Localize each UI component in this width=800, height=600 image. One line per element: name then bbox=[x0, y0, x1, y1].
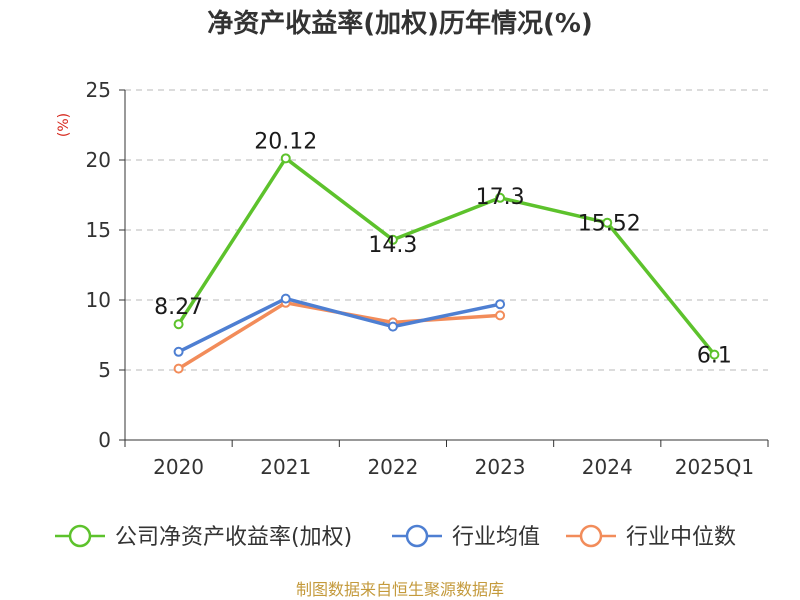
series-line bbox=[177, 156, 716, 356]
axes: 0 5 10 15 20 25 2020 2021 2022 2023 2024 2025Q1 bbox=[86, 78, 769, 479]
legend-marker[interactable] bbox=[579, 524, 603, 548]
data-label: 8.27 bbox=[154, 295, 203, 320]
legend-marker[interactable] bbox=[68, 524, 92, 548]
y-tick-label: 5 bbox=[98, 358, 111, 382]
data-point bbox=[387, 321, 398, 332]
data-point bbox=[495, 299, 506, 310]
series-line bbox=[177, 296, 501, 354]
data-label: 14.3 bbox=[368, 233, 417, 258]
chart-title: 净资产收益率(加权)历年情况(%) bbox=[207, 8, 593, 39]
data-point bbox=[387, 234, 398, 245]
y-tick-label: 15 bbox=[86, 218, 111, 242]
grid-lines bbox=[125, 89, 768, 371]
y-unit-label: (%) bbox=[56, 113, 72, 137]
y-tick-label: 0 bbox=[98, 428, 111, 452]
data-point bbox=[173, 363, 184, 374]
data-point bbox=[602, 217, 613, 228]
x-tick-label: 2020 bbox=[153, 455, 204, 479]
data-label: 17.3 bbox=[476, 185, 525, 210]
data-point bbox=[709, 349, 720, 360]
data-label: 20.12 bbox=[254, 129, 317, 154]
x-tick-label: 2022 bbox=[367, 455, 418, 479]
data-point bbox=[173, 346, 184, 357]
data-point bbox=[280, 153, 291, 164]
data-label: 6.1 bbox=[697, 344, 732, 369]
legend[interactable]: 公司净资产收益率(加权) 行业均值 行业中位数 bbox=[55, 524, 736, 550]
x-tick-label: 2021 bbox=[260, 455, 311, 479]
data-point bbox=[495, 310, 506, 321]
legend-marker[interactable] bbox=[405, 524, 429, 548]
legend-label[interactable]: 公司净资产收益率(加权) bbox=[115, 525, 352, 550]
series-layer bbox=[173, 153, 720, 374]
data-point bbox=[173, 319, 184, 330]
legend-label[interactable]: 行业中位数 bbox=[626, 525, 736, 550]
data-point bbox=[280, 293, 291, 304]
y-tick-label: 25 bbox=[86, 78, 111, 102]
y-tick-label: 10 bbox=[86, 288, 111, 312]
x-tick-label: 2025Q1 bbox=[675, 455, 754, 479]
source-note: 制图数据来自恒生聚源数据库 bbox=[296, 580, 504, 599]
x-tick-label: 2023 bbox=[475, 455, 526, 479]
legend-label[interactable]: 行业均值 bbox=[452, 525, 540, 550]
x-tick-label: 2024 bbox=[582, 455, 633, 479]
data-label: 15.52 bbox=[578, 212, 641, 237]
data-labels: 8.27 20.12 14.3 17.3 15.52 6.1 bbox=[154, 129, 732, 368]
data-point bbox=[495, 192, 506, 203]
y-tick-label: 20 bbox=[86, 148, 111, 172]
